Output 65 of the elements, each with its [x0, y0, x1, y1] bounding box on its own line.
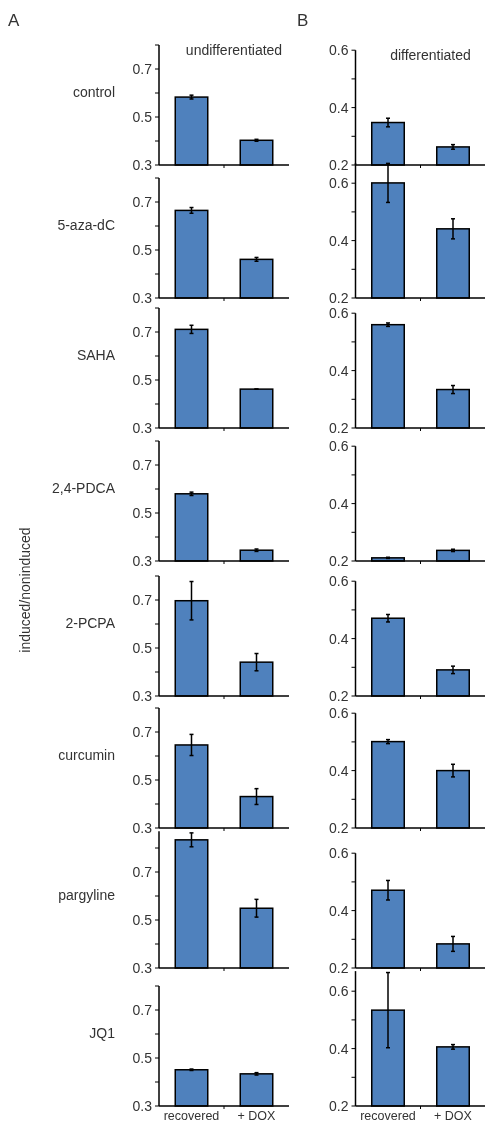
y-tick-label: 0.6 — [329, 438, 349, 455]
text: SAHA — [76, 347, 116, 363]
y-tick-label: 0.4 — [329, 362, 349, 379]
annotation: differentiated — [390, 47, 471, 64]
y-tick-label: 0.4 — [329, 1040, 349, 1057]
text: JQ1 — [89, 1025, 116, 1041]
y-tick-label: 0.7 — [132, 456, 153, 473]
y-tick-label: 0.3 — [132, 1097, 153, 1114]
y-tick-label: 0.2 — [329, 289, 349, 306]
y-tick-label: 0.5 — [132, 371, 153, 388]
y-tick-label: 0.7 — [132, 723, 153, 740]
y-tick-label: 0.2 — [329, 819, 349, 836]
y-tick-label: 0.5 — [132, 1049, 153, 1066]
text: control — [72, 84, 115, 100]
text: B — [297, 11, 309, 30]
y-tick-label: 0.2 — [329, 687, 349, 704]
y-tick-label: 0.3 — [132, 289, 153, 306]
y-tick-label: 0.5 — [132, 241, 153, 258]
y-tick-label: 0.7 — [132, 863, 153, 880]
annotation: undifferentiated — [185, 42, 283, 58]
y-tick-label: 0.7 — [132, 591, 153, 608]
y-tick-label: 0.3 — [132, 552, 153, 569]
y-tick-label: 0.3 — [132, 819, 153, 836]
y-tick-label: 0.4 — [329, 232, 349, 249]
x-tick-label: + DOX — [237, 1109, 277, 1123]
y-tick-label: 0.6 — [329, 573, 349, 590]
y-tick-label: 0.3 — [132, 959, 153, 976]
text: curcumin — [58, 747, 115, 763]
y-tick-label: 0.5 — [132, 108, 153, 125]
y-tick-label: 0.4 — [329, 630, 349, 647]
y-tick-label: 0.2 — [329, 552, 349, 569]
text: 2-PCPA — [65, 615, 116, 631]
x-tick-label: recovered — [163, 1109, 220, 1123]
y-tick-label: 0.7 — [132, 323, 153, 340]
text: A — [8, 11, 20, 30]
text: 5-aza-dC — [57, 217, 115, 233]
y-tick-label: 0.3 — [132, 419, 153, 436]
y-tick-label: 0.6 — [329, 705, 349, 722]
y-tick-label: 0.4 — [329, 902, 349, 919]
y-tick-label: 0.4 — [329, 762, 349, 779]
y-tick-label: 0.2 — [329, 156, 349, 173]
y-tick-label: 0.6 — [329, 175, 349, 192]
y-tick-label: 0.3 — [132, 687, 153, 704]
y-tick-label: 0.7 — [132, 1001, 153, 1018]
y-tick-label: 0.6 — [329, 42, 349, 59]
y-tick-label: 0.4 — [329, 99, 349, 116]
y-tick-label: 0.7 — [132, 60, 153, 77]
y-tick-label: 0.5 — [132, 911, 153, 928]
y-tick-label: 0.5 — [132, 504, 153, 521]
y-tick-label: 0.6 — [329, 305, 349, 322]
y-tick-label: 0.5 — [132, 771, 153, 788]
y-tick-label: 0.3 — [132, 156, 153, 173]
y-tick-label: 0.7 — [132, 193, 153, 210]
y-tick-label: 0.6 — [329, 983, 349, 1000]
y-tick-label: 0.2 — [329, 1097, 349, 1114]
y-tick-label: 0.5 — [132, 639, 153, 656]
y-tick-label: 0.4 — [329, 495, 349, 512]
y-tick-label: 0.6 — [329, 845, 349, 862]
text: pargyline — [58, 887, 116, 903]
text: 2,4-PDCA — [51, 480, 116, 496]
y-tick-label: 0.2 — [329, 959, 349, 976]
x-tick-label: recovered — [360, 1109, 416, 1123]
y-axis-title: induced/noninduced — [17, 527, 33, 653]
x-tick-label: + DOX — [434, 1109, 473, 1123]
y-tick-label: 0.2 — [329, 419, 349, 436]
